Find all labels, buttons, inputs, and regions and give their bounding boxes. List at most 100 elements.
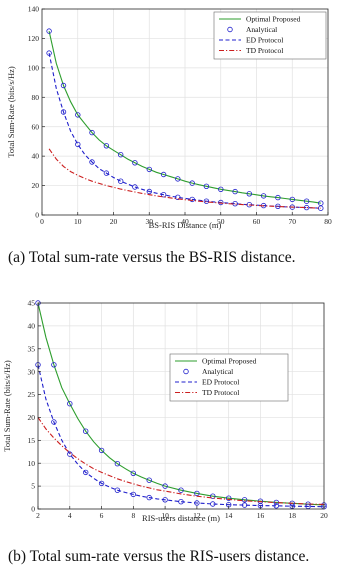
legend-box <box>213 11 327 60</box>
y-tick-label: 100 <box>28 63 40 72</box>
data-point <box>75 112 81 118</box>
chart-a: 0 10 20 30 40 50 60 70 80 0 20 40 60 80 100 120 140 BS-RI… <box>6 5 332 230</box>
legend-label: ED Protocol <box>202 378 239 387</box>
data-point <box>130 470 136 476</box>
data-point <box>114 487 121 493</box>
y-tick-label: 80 <box>32 93 40 102</box>
data-point <box>98 447 105 454</box>
data-point <box>82 469 89 476</box>
y-tick-label: 35 <box>28 344 36 353</box>
data-point <box>189 180 195 186</box>
y-tick-label: 30 <box>28 367 36 376</box>
data-point <box>260 193 267 199</box>
x-tick-label: 10 <box>161 511 169 520</box>
data-point <box>51 419 57 425</box>
data-point <box>241 497 248 503</box>
y-tick-label: 0 <box>35 211 39 220</box>
series-line-ed-protocol <box>37 364 325 508</box>
data-point <box>218 186 224 192</box>
x-axis-label: BS-RIS Distance (m) <box>149 220 222 230</box>
data-point <box>160 171 167 178</box>
data-point <box>67 400 73 407</box>
data-point <box>203 183 210 189</box>
legend-label: Optimal Proposed <box>246 15 301 24</box>
data-point <box>289 196 295 203</box>
x-tick-label: 30 <box>146 217 154 226</box>
x-tick-label: 70 <box>289 217 297 226</box>
data-point <box>225 495 232 501</box>
data-point <box>60 109 67 115</box>
y-tick-label: 25 <box>28 390 36 399</box>
x-tick-label: 80 <box>324 217 332 226</box>
series-line-optimal-proposed <box>37 302 325 506</box>
plot-frame <box>37 302 325 510</box>
x-tick-label: 18 <box>288 511 296 520</box>
chart-b: 2 4 6 8 10 12 14 16 18 20 0 5 10 15 20 25 30 35 40 45 RIS-us… <box>2 299 328 523</box>
data-point <box>89 129 95 136</box>
data-point <box>232 188 238 195</box>
x-tick-label: 14 <box>225 511 233 520</box>
data-point <box>246 191 252 197</box>
x-tick-label: 12 <box>193 511 201 520</box>
x-tick-label: 6 <box>100 511 104 520</box>
x-tick-label: 20 <box>320 511 328 520</box>
y-tick-label: 20 <box>28 413 36 422</box>
data-point <box>210 493 216 499</box>
series-line-td-protocol <box>48 148 321 209</box>
y-tick-label: 20 <box>32 181 40 190</box>
y-axis-label: Total Sum-Rate (bits/s/Hz) <box>6 66 16 158</box>
legend-label: Analytical <box>202 367 233 376</box>
data-point <box>75 141 81 148</box>
data-point <box>98 480 105 487</box>
data-point <box>67 451 73 457</box>
y-axis-label: Total Sum-Rate (bits/s/Hz) <box>2 360 12 452</box>
data-point <box>114 460 121 467</box>
x-tick-label: 16 <box>257 511 265 520</box>
legend-label: ED Protocol <box>246 36 283 45</box>
y-tick-label: 45 <box>28 299 36 308</box>
caption-b: (b) Total sum-rate versus the RIS-users … <box>8 548 310 565</box>
legend-marker <box>227 26 233 33</box>
data-point <box>146 166 152 173</box>
x-tick-label: 20 <box>110 217 118 226</box>
data-point <box>275 194 281 201</box>
data-point <box>46 28 52 34</box>
x-tick-label: 50 <box>217 217 225 226</box>
y-tick-label: 140 <box>28 5 40 14</box>
y-tick-label: 10 <box>28 459 36 468</box>
y-tick-label: 5 <box>31 482 35 491</box>
y-tick-label: 40 <box>32 152 40 161</box>
data-point <box>117 151 124 158</box>
x-tick-label: 0 <box>40 217 44 226</box>
legend-label: Analytical <box>246 25 277 34</box>
x-tick-label: 4 <box>68 511 72 520</box>
legend-label: Optimal Proposed <box>202 357 257 366</box>
x-tick-label: 40 <box>181 217 189 226</box>
data-point <box>89 159 95 165</box>
x-tick-label: 8 <box>131 511 135 520</box>
data-point <box>146 188 152 195</box>
data-point <box>82 428 89 434</box>
data-point <box>117 178 124 184</box>
x-tick-label: 60 <box>253 217 261 226</box>
data-point <box>178 487 184 493</box>
data-point <box>103 170 110 176</box>
data-point <box>103 143 110 149</box>
y-tick-label: 0 <box>31 505 35 514</box>
x-axis-label: RIS-users distance (m) <box>142 513 220 523</box>
legend-label: TD Protocol <box>202 388 239 397</box>
data-point <box>162 483 168 489</box>
legend-box <box>169 353 289 402</box>
y-tick-label: 120 <box>28 34 40 43</box>
data-point <box>175 176 181 182</box>
data-point <box>51 362 57 368</box>
legend-label: TD Protocol <box>246 46 283 55</box>
caption-a: (a) Total sum-rate versus the BS-RIS dis… <box>8 249 296 266</box>
series-line-td-protocol <box>37 417 325 505</box>
data-point <box>303 198 310 204</box>
y-tick-label: 60 <box>32 122 40 131</box>
x-tick-label: 2 <box>36 511 40 520</box>
data-point <box>132 160 138 166</box>
